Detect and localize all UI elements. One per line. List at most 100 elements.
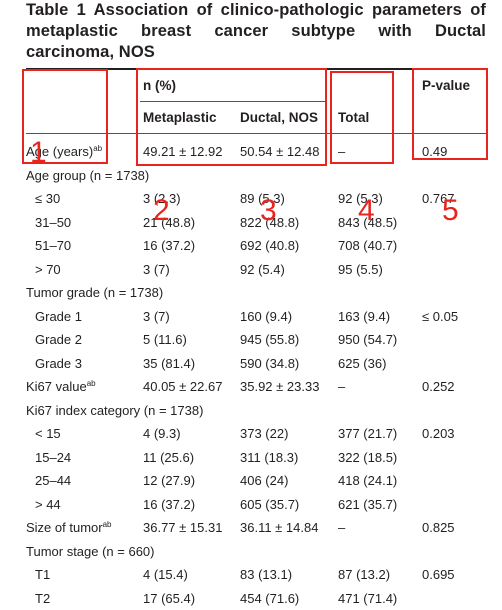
cell-total: – bbox=[338, 379, 346, 394]
cell-p-value: ≤ 0.05 bbox=[422, 309, 459, 324]
cell-ductal-nos: 945 (55.8) bbox=[240, 332, 300, 347]
row-label: 15–24 bbox=[35, 450, 71, 466]
annotation-box-5 bbox=[412, 68, 488, 160]
cell-metaplastic: 3 (2.3) bbox=[143, 191, 181, 206]
cell-p-value: 0.695 bbox=[422, 567, 455, 582]
cell-metaplastic: 3 (7) bbox=[143, 309, 170, 324]
cell-metaplastic: 17 (65.4) bbox=[143, 591, 196, 606]
row-label-text: Age (years) bbox=[26, 144, 94, 159]
row-label: ≤ 30 bbox=[35, 191, 60, 207]
cell-ductal-nos: 590 (34.8) bbox=[240, 356, 300, 371]
row-label-text: ≤ 30 bbox=[35, 191, 61, 206]
cell-total: 843 (48.5) bbox=[338, 215, 398, 230]
cell-metaplastic: 16 (37.2) bbox=[143, 497, 196, 512]
cell-ductal-nos: 89 (5.3) bbox=[240, 191, 285, 206]
cell-ductal-nos: 35.92 ± 23.33 bbox=[240, 379, 320, 394]
cell-ductal-nos: 822 (48.8) bbox=[240, 215, 300, 230]
cell-total: 87 (13.2) bbox=[338, 567, 391, 582]
row-label-text: Grade 2 bbox=[35, 332, 82, 347]
cell-p-value: 0.203 bbox=[422, 426, 455, 441]
cell-ductal-nos: 406 (24) bbox=[240, 473, 289, 488]
row-label: > 44 bbox=[35, 497, 61, 513]
cell-ductal-nos: 36.11 ± 14.84 bbox=[240, 520, 319, 535]
row-label-text: Grade 1 bbox=[35, 309, 82, 324]
annotation-box-4 bbox=[330, 71, 394, 164]
cell-ductal-nos: 454 (71.6) bbox=[240, 591, 300, 606]
annotation-number-2: 2 bbox=[153, 194, 170, 227]
cell-total: 418 (24.1) bbox=[338, 473, 398, 488]
cell-metaplastic: 49.21 ± 12.92 bbox=[143, 144, 223, 159]
cell-p-value: 0.252 bbox=[422, 379, 455, 394]
header-group-rule bbox=[140, 101, 325, 102]
row-label-text: > 70 bbox=[35, 262, 61, 277]
cell-p-value: 0.825 bbox=[422, 520, 455, 535]
cell-metaplastic: 5 (11.6) bbox=[143, 332, 187, 347]
cell-metaplastic: 11 (25.6) bbox=[143, 450, 195, 465]
row-label-superscript: ab bbox=[86, 379, 96, 388]
cell-ductal-nos: 160 (9.4) bbox=[240, 309, 293, 324]
row-label: Grade 2 bbox=[35, 332, 82, 348]
cell-total: 163 (9.4) bbox=[338, 309, 391, 324]
cell-metaplastic: 36.77 ± 15.31 bbox=[143, 520, 223, 535]
row-label: 51–70 bbox=[35, 238, 71, 254]
cell-metaplastic: 4 (15.4) bbox=[143, 567, 188, 582]
cell-total: 377 (21.7) bbox=[338, 426, 398, 441]
cell-total: 708 (40.7) bbox=[338, 238, 398, 253]
row-label-text: Tumor grade (n = 1738) bbox=[26, 285, 164, 300]
cell-metaplastic: 35 (81.4) bbox=[143, 356, 196, 371]
cell-total: 471 (71.4) bbox=[338, 591, 398, 606]
row-label: T1 bbox=[35, 567, 50, 583]
row-label-text: Age group (n = 1738) bbox=[26, 168, 150, 183]
cell-metaplastic: 4 (9.3) bbox=[143, 426, 181, 441]
cell-total: 95 (5.5) bbox=[338, 262, 383, 277]
cell-p-value: 0.767 bbox=[422, 191, 455, 206]
cell-metaplastic: 21 (48.8) bbox=[143, 215, 196, 230]
row-label-text: Ki67 index category (n = 1738) bbox=[26, 403, 204, 418]
annotation-number-1: 1 bbox=[30, 136, 47, 169]
annotation-box-2-3 bbox=[136, 68, 327, 166]
row-label-text: < 15 bbox=[35, 426, 61, 441]
row-label-text: T2 bbox=[35, 591, 51, 606]
row-label: Grade 3 bbox=[35, 356, 82, 372]
cell-total: 950 (54.7) bbox=[338, 332, 398, 347]
cell-ductal-nos: 373 (22) bbox=[240, 426, 289, 441]
table-title: Table 1 Association of clinico-pathologi… bbox=[26, 1, 486, 61]
annotation-number-3: 3 bbox=[260, 194, 277, 227]
row-label-text: Ki67 value bbox=[26, 379, 87, 394]
cell-ductal-nos: 50.54 ± 12.48 bbox=[240, 144, 320, 159]
cell-total: – bbox=[338, 520, 346, 535]
cell-ductal-nos: 692 (40.8) bbox=[240, 238, 300, 253]
row-label: Age (years)ab bbox=[26, 144, 102, 160]
row-label-text: 25–44 bbox=[35, 473, 72, 488]
row-label: 25–44 bbox=[35, 473, 71, 489]
cell-ductal-nos: 92 (5.4) bbox=[240, 262, 285, 277]
cell-total: 322 (18.5) bbox=[338, 450, 398, 465]
cell-total: 625 (36) bbox=[338, 356, 387, 371]
annotation-number-4: 4 bbox=[358, 194, 375, 227]
row-label-text: Grade 3 bbox=[35, 356, 82, 371]
row-label: Age group (n = 1738) bbox=[26, 168, 149, 184]
row-label-text: Size of tumor bbox=[26, 520, 103, 535]
row-label: Ki67 index category (n = 1738) bbox=[26, 403, 203, 419]
row-label-superscript: ab bbox=[93, 144, 103, 153]
row-label: Size of tumorab bbox=[26, 520, 112, 536]
row-label-text: 51–70 bbox=[35, 238, 72, 253]
row-label: > 70 bbox=[35, 262, 61, 278]
cell-metaplastic: 16 (37.2) bbox=[143, 238, 196, 253]
row-label-text: Tumor stage (n = 660) bbox=[26, 544, 155, 559]
header-group-label: n (%) bbox=[143, 78, 176, 93]
header-total: Total bbox=[338, 110, 370, 125]
header-p-value: P-value bbox=[422, 78, 471, 93]
cell-ductal-nos: 605 (35.7) bbox=[240, 497, 300, 512]
cell-p-value: 0.49 bbox=[422, 144, 448, 159]
row-label: Ki67 valueab bbox=[26, 379, 96, 395]
cell-ductal-nos: 311 (18.3) bbox=[240, 450, 299, 465]
header-bottom-rule bbox=[26, 133, 488, 134]
row-label: T2 bbox=[35, 591, 50, 607]
header-metaplastic: Metaplastic bbox=[143, 110, 217, 125]
row-label: Tumor stage (n = 660) bbox=[26, 544, 155, 560]
cell-total: 621 (35.7) bbox=[338, 497, 398, 512]
row-label-text: > 44 bbox=[35, 497, 61, 512]
row-label: 31–50 bbox=[35, 215, 71, 231]
cell-total: 92 (5.3) bbox=[338, 191, 383, 206]
